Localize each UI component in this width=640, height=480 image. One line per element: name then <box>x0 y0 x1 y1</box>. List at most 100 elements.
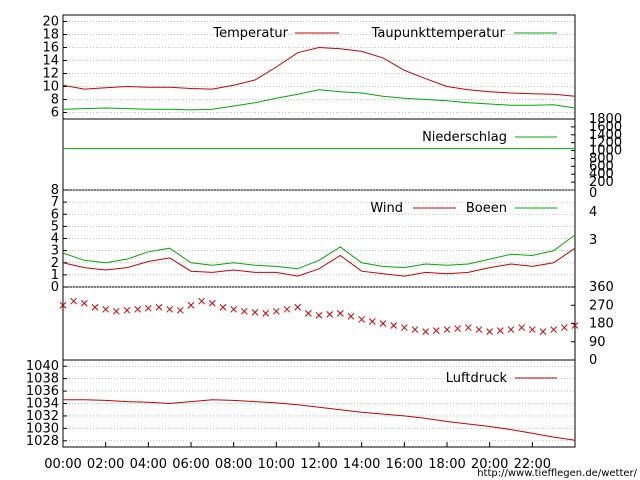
wind-direction-point <box>475 326 483 333</box>
y2tick-label-wind: 3 <box>589 233 597 248</box>
wind-direction-point <box>166 305 174 313</box>
series-line-luftdruck <box>63 399 576 441</box>
wind-direction-point <box>347 313 355 320</box>
ytick-label-pressure: 1034 <box>26 397 59 412</box>
wind-direction-point <box>304 310 312 317</box>
wind-direction-point <box>102 305 110 313</box>
wind-direction-point <box>283 305 291 313</box>
ytick-label-pressure: 1032 <box>26 409 59 424</box>
point-stroke <box>70 297 78 305</box>
ytick-label-pressure: 1038 <box>26 372 59 387</box>
ytick-label-wind-direction: 360 <box>589 280 614 295</box>
point-stroke <box>390 322 398 329</box>
wind-direction-point <box>571 322 579 329</box>
xtick-label: 18:00 <box>428 457 465 472</box>
point-stroke <box>379 320 387 327</box>
xtick-label: 10:00 <box>258 457 295 472</box>
wind-direction-point <box>560 324 568 331</box>
wind-direction-point <box>379 320 387 327</box>
ytick-label-temperature: 18 <box>42 28 59 43</box>
ytick-label-precipitation: 1600 <box>589 120 622 135</box>
ytick-label-wind: 4 <box>51 232 59 247</box>
point-stroke <box>368 318 376 325</box>
point-stroke <box>304 310 312 317</box>
point-stroke <box>326 311 334 318</box>
wind-direction-point <box>134 305 142 313</box>
ytick-label-precipitation: 1200 <box>589 136 622 151</box>
point-stroke <box>91 303 99 311</box>
ytick-label-precipitation: 800 <box>589 151 614 166</box>
ytick-label-wind: 8 <box>51 183 59 198</box>
wind-direction-point <box>208 299 216 307</box>
wind-direction-point <box>507 326 515 333</box>
wind-direction-point <box>518 324 526 331</box>
point-stroke <box>134 305 142 313</box>
wind-direction-point <box>230 305 238 313</box>
ytick-label-temperature: 12 <box>42 67 59 82</box>
point-stroke <box>315 312 323 319</box>
ytick-label-precipitation: 200 <box>589 175 614 190</box>
series-line-wind <box>62 247 576 277</box>
wind-direction-point <box>144 304 152 312</box>
point-stroke <box>102 305 110 313</box>
wind-direction-point <box>411 326 419 333</box>
point-stroke <box>411 326 419 333</box>
legend-label-niederschlag: Niederschlag <box>422 130 507 145</box>
point-stroke <box>187 301 195 309</box>
series-layer <box>59 46 579 441</box>
ytick-label-pressure: 1028 <box>26 434 59 449</box>
xtick-label: 06:00 <box>172 457 209 472</box>
ytick-label-pressure: 1040 <box>26 359 59 374</box>
ytick-label-pressure: 1036 <box>26 384 59 399</box>
xtick-label: 22:00 <box>514 457 551 472</box>
point-stroke <box>464 324 472 331</box>
point-stroke <box>496 327 504 334</box>
xtick-label: 12:00 <box>300 457 337 472</box>
point-stroke <box>80 299 88 307</box>
wind-direction-point <box>80 299 88 307</box>
wind-direction-point <box>262 310 270 317</box>
wind-direction-point <box>91 303 99 311</box>
point-stroke <box>539 328 547 335</box>
point-stroke <box>123 306 131 314</box>
point-stroke <box>400 324 408 331</box>
wind-direction-point <box>528 326 536 333</box>
point-stroke <box>272 307 280 315</box>
point-stroke <box>422 328 430 335</box>
wind-direction-point <box>443 326 451 333</box>
ytick-label-temperature: 20 <box>42 15 59 30</box>
point-stroke <box>166 305 174 313</box>
point-stroke <box>176 306 184 314</box>
ytick-label-wind: 0 <box>51 280 59 295</box>
point-stroke <box>507 326 515 333</box>
ytick-label-temperature: 14 <box>42 54 59 69</box>
ytick-label-precipitation: 400 <box>589 167 614 182</box>
point-stroke <box>358 316 366 323</box>
ytick-label-temperature: 6 <box>51 106 59 121</box>
wind-direction-point <box>496 327 504 334</box>
wind-direction-point <box>123 306 131 314</box>
axis-ticks: 6810121416182020040060080010001200140016… <box>26 15 622 473</box>
panel-frame-wind-direction <box>62 286 576 361</box>
wind-direction-point <box>432 327 440 334</box>
ytick-label-wind-direction: 180 <box>589 317 614 332</box>
ytick-label-precipitation: 1800 <box>589 112 622 127</box>
point-stroke <box>475 326 483 333</box>
wind-direction-point <box>539 328 547 335</box>
wind-direction-point <box>219 303 227 311</box>
wind-direction-point <box>59 301 67 309</box>
wind-direction-point <box>240 307 248 315</box>
point-stroke <box>571 322 579 329</box>
wind-direction-point <box>454 325 462 332</box>
point-stroke <box>336 310 344 317</box>
xtick-label: 14:00 <box>343 457 380 472</box>
wind-direction-point <box>390 322 398 329</box>
wind-direction-point <box>315 312 323 319</box>
wind-direction-point <box>464 324 472 331</box>
point-stroke <box>528 326 536 333</box>
ytick-label-temperature: 16 <box>42 41 59 56</box>
point-stroke <box>454 325 462 332</box>
point-stroke <box>59 301 67 309</box>
legend-label-wind: Wind <box>370 201 403 216</box>
